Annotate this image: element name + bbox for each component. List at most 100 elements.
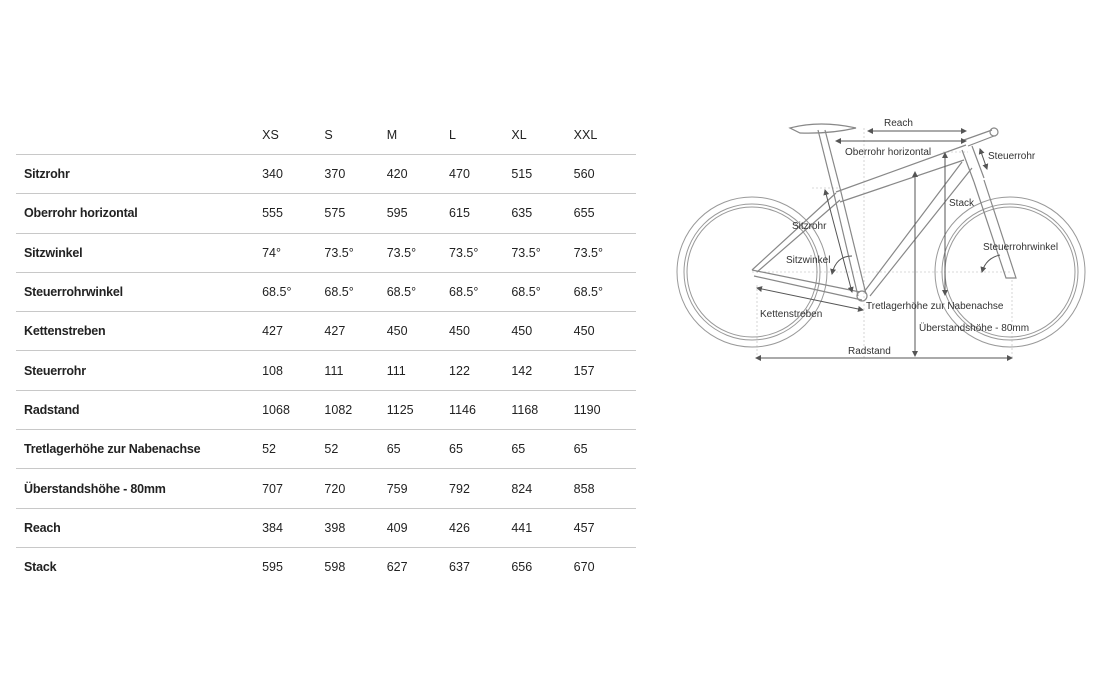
cell-value: 441 <box>511 507 574 548</box>
cell-value: 384 <box>262 507 325 548</box>
cell-value: 74° <box>262 232 325 273</box>
cell-value: 370 <box>324 153 387 194</box>
cell-value: 1168 <box>511 389 574 430</box>
label-steuerrohr: Steuerrohr <box>988 151 1036 162</box>
cell-value: 426 <box>449 507 512 548</box>
table-row: Überstandshöhe - 80mm 707 720 759 792 824 858 <box>16 468 636 509</box>
label-kettenstreben: Kettenstreben <box>760 309 822 320</box>
cell-value: 340 <box>262 153 325 194</box>
size-header: S <box>324 128 333 142</box>
table-row: Reach 384 398 409 426 441 457 <box>16 507 636 548</box>
cell-value: 627 <box>386 546 450 587</box>
label-ueberstand: Überstandshöhe - 80mm <box>919 322 1029 334</box>
cell-value: 595 <box>262 546 325 587</box>
cell-value: 427 <box>324 311 387 351</box>
row-label: Überstandshöhe - 80mm <box>16 468 263 509</box>
label-steuerrohrwinkel: Steuerrohrwinkel <box>983 242 1058 253</box>
label-sitzrohr: Sitzrohr <box>792 221 827 232</box>
cell-value: 792 <box>449 468 512 509</box>
cell-value: 720 <box>324 468 387 509</box>
table-row: Steuerrohrwinkel 68.5° 68.5° 68.5° 68.5° 68.5… <box>16 271 636 312</box>
cell-value: 656 <box>511 546 574 587</box>
cell-value: 111 <box>324 350 387 391</box>
cell-value: 65 <box>573 429 636 469</box>
cell-value: 142 <box>511 350 574 391</box>
label-stack: Stack <box>949 198 975 209</box>
cell-value: 73.5° <box>511 232 574 273</box>
cell-value: 52 <box>324 429 387 469</box>
label-sitzwinkel: Sitzwinkel <box>786 255 830 266</box>
cell-value: 457 <box>573 507 636 548</box>
cell-value: 707 <box>262 468 325 509</box>
row-label: Sitzwinkel <box>16 232 263 273</box>
table-row: Tretlagerhöhe zur Nabenachse 52 52 65 65 65 65 <box>16 429 636 469</box>
cell-value: 73.5° <box>573 232 636 273</box>
cell-value: 450 <box>573 311 636 351</box>
row-label: Stack <box>16 546 263 587</box>
table-row: Oberrohr horizontal 555 575 595 615 635 655 <box>16 193 636 234</box>
cell-value: 595 <box>386 193 450 234</box>
cell-value: 515 <box>511 153 574 194</box>
cell-value: 68.5° <box>324 271 387 312</box>
cell-value: 450 <box>449 311 512 351</box>
cell-value: 420 <box>386 153 450 194</box>
table-header-row: XS S M L XL XXL <box>16 116 636 155</box>
label-radstand: Radstand <box>848 346 891 357</box>
cell-value: 73.5° <box>449 232 512 273</box>
table-row: Sitzrohr 340 370 420 470 515 560 <box>16 153 636 194</box>
cell-value: 470 <box>449 153 512 194</box>
cell-value: 824 <box>511 468 574 509</box>
label-tretlager: Tretlagerhöhe zur Nabenachse <box>866 301 1004 312</box>
cell-value: 858 <box>573 468 636 509</box>
cell-value: 450 <box>386 311 450 351</box>
cell-value: 108 <box>262 350 325 391</box>
cell-value: 655 <box>573 193 636 234</box>
row-label: Radstand <box>16 389 263 430</box>
row-label: Steuerrohr <box>16 350 263 391</box>
row-label: Oberrohr horizontal <box>16 193 263 234</box>
size-header: XL <box>511 128 527 142</box>
cell-value: 68.5° <box>386 271 450 312</box>
cell-value: 560 <box>573 153 636 194</box>
table-row: Kettenstreben 427 427 450 450 450 450 <box>16 311 636 351</box>
size-header: XXL <box>573 128 598 142</box>
cell-value: 555 <box>262 193 325 234</box>
cell-value: 68.5° <box>262 271 325 312</box>
cell-value: 111 <box>386 350 450 391</box>
label-oberrohr: Oberrohr horizontal <box>845 147 931 158</box>
cell-value: 598 <box>324 546 387 587</box>
cell-value: 615 <box>449 193 512 234</box>
cell-value: 398 <box>324 507 387 548</box>
cell-value: 575 <box>324 193 387 234</box>
cell-value: 1082 <box>324 389 387 430</box>
cell-value: 65 <box>449 429 512 469</box>
table-row: Radstand 1068 1082 1125 1146 1168 1190 <box>16 389 636 430</box>
cell-value: 637 <box>449 546 512 587</box>
size-header: L <box>449 128 456 142</box>
cell-value: 68.5° <box>511 271 574 312</box>
label-reach: Reach <box>884 118 913 129</box>
cell-value: 65 <box>511 429 574 469</box>
row-label: Sitzrohr <box>16 153 263 194</box>
cell-value: 450 <box>511 311 574 351</box>
size-header: XS <box>262 128 279 142</box>
row-label: Kettenstreben <box>16 311 263 351</box>
table-row: Stack 595 598 627 637 656 670 <box>16 546 636 587</box>
cell-value: 68.5° <box>573 271 636 312</box>
cell-value: 670 <box>573 546 636 587</box>
row-label: Tretlagerhöhe zur Nabenachse <box>16 429 263 469</box>
cell-value: 409 <box>386 507 450 548</box>
cell-value: 1068 <box>262 389 325 430</box>
table-row: Steuerrohr 108 111 111 122 142 157 <box>16 350 636 391</box>
size-header: M <box>386 128 398 142</box>
cell-value: 52 <box>262 429 325 469</box>
cell-value: 157 <box>573 350 636 391</box>
cell-value: 122 <box>449 350 512 391</box>
cell-value: 635 <box>511 193 574 234</box>
cell-value: 759 <box>386 468 450 509</box>
dimension-arrows <box>755 128 1013 361</box>
cell-value: 65 <box>386 429 450 469</box>
row-label: Steuerrohrwinkel <box>16 271 263 312</box>
cell-value: 73.5° <box>324 232 387 273</box>
